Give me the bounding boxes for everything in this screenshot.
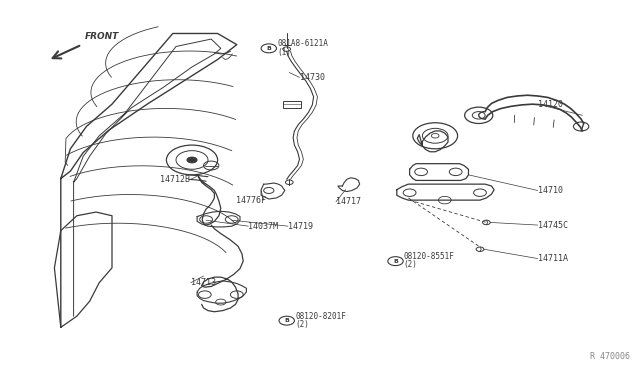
Text: 14719: 14719 bbox=[288, 222, 313, 231]
Circle shape bbox=[431, 134, 439, 138]
Text: 14711A: 14711A bbox=[538, 254, 568, 263]
Text: (2): (2) bbox=[404, 260, 418, 269]
Text: B: B bbox=[284, 318, 289, 323]
Text: B: B bbox=[393, 259, 398, 264]
Text: FRONT: FRONT bbox=[85, 32, 120, 41]
Text: (1): (1) bbox=[277, 48, 291, 57]
Text: 14713: 14713 bbox=[191, 278, 216, 287]
Text: B: B bbox=[266, 46, 271, 51]
Text: 14730: 14730 bbox=[300, 73, 324, 82]
Circle shape bbox=[187, 157, 197, 163]
Text: 14712B: 14712B bbox=[160, 175, 190, 184]
Text: 14710: 14710 bbox=[538, 186, 563, 195]
Text: 14776F: 14776F bbox=[236, 196, 266, 205]
Text: 14745C: 14745C bbox=[538, 221, 568, 230]
Text: (2): (2) bbox=[295, 320, 309, 329]
Text: 08120-8201F: 08120-8201F bbox=[295, 312, 346, 321]
Text: 14717: 14717 bbox=[336, 197, 361, 206]
Text: R 470006: R 470006 bbox=[590, 352, 630, 361]
Text: 14037M: 14037M bbox=[248, 222, 278, 231]
Bar bbox=[283, 101, 301, 108]
Text: 08120-8551F: 08120-8551F bbox=[404, 252, 454, 261]
Text: 081A8-6121A: 081A8-6121A bbox=[277, 39, 328, 48]
Text: 14120: 14120 bbox=[538, 100, 563, 109]
